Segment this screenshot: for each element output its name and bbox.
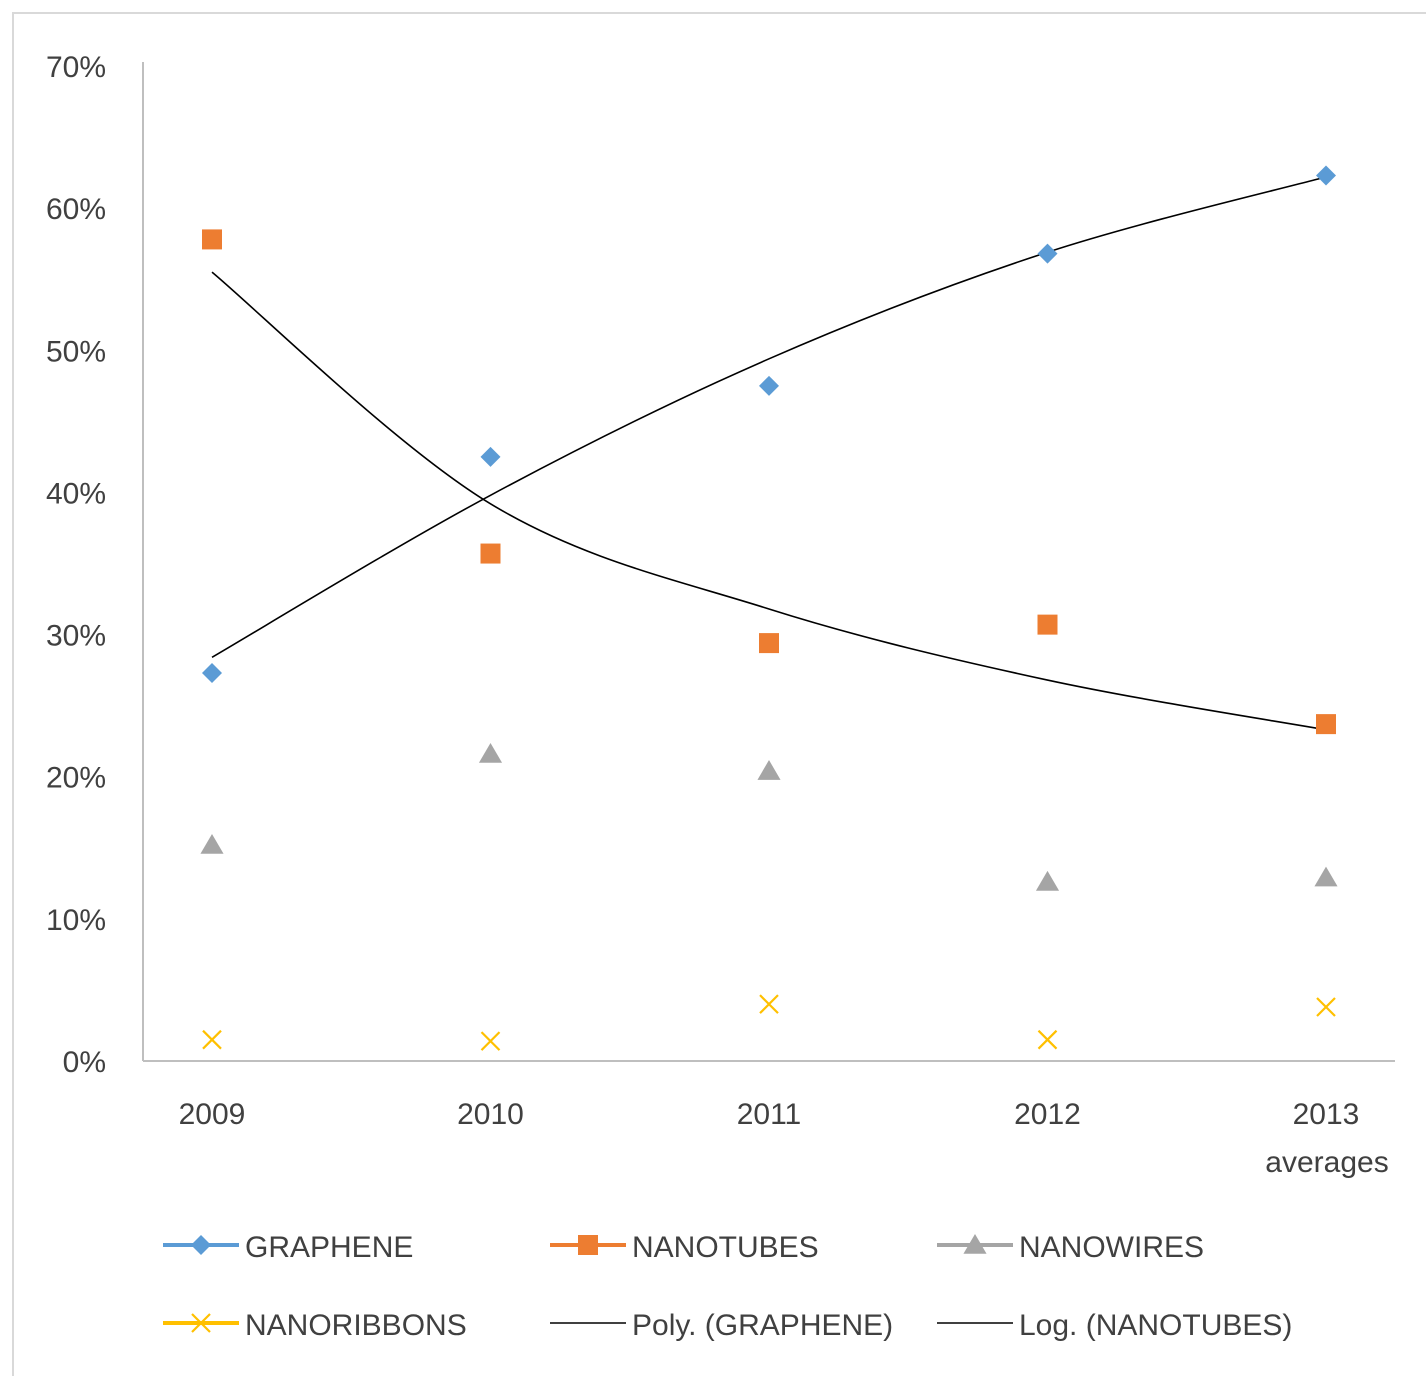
y-tick-label: 20% — [46, 762, 106, 795]
y-tick-label: 70% — [46, 51, 106, 84]
chart-frame — [12, 12, 1426, 1376]
nanoribbons-point — [202, 1029, 222, 1050]
nanoribbons-point — [1316, 997, 1336, 1017]
nanoribbons-point — [759, 994, 779, 1014]
x-tick-labels: 2009 2010 2011 2012 2013 averages — [179, 1098, 1389, 1179]
data-markers — [200, 165, 1338, 1051]
nanotubes-point — [1037, 614, 1058, 635]
nanoribbons-point — [1037, 1029, 1058, 1050]
legend-label: GRAPHENE — [245, 1231, 413, 1264]
graphene-point — [1316, 165, 1336, 186]
trendlines — [211, 176, 1327, 731]
nanowires-point — [1035, 870, 1060, 891]
legend-item-nanowires: NANOWIRES — [937, 1231, 1204, 1264]
x-tick-label: 2009 — [179, 1098, 246, 1131]
graphene-point — [480, 446, 501, 467]
nanowires-point — [1314, 866, 1338, 887]
nanowires-point — [757, 760, 781, 780]
nanowires-point — [478, 742, 503, 763]
nanowires-point — [200, 833, 224, 854]
legend-item-nanotubes: NANOTUBES — [550, 1231, 819, 1264]
legend-item-log-nanotubes: Log. (NANOTUBES) — [937, 1309, 1292, 1342]
nanotubes-point — [1316, 714, 1336, 735]
y-tick-label: 40% — [46, 477, 106, 510]
y-tick-label: 10% — [46, 904, 106, 937]
nanotubes-point — [480, 543, 501, 564]
y-tick-label: 60% — [46, 193, 106, 226]
legend-item-graphene: GRAPHENE — [163, 1231, 413, 1264]
y-tick-label: 50% — [46, 335, 106, 368]
legend-item-nanoribbons: NANORIBBONS — [163, 1309, 467, 1342]
legend-marker — [963, 1234, 987, 1254]
log-nanotubes-trendline — [211, 271, 1327, 731]
legend-label: NANOWIRES — [1019, 1231, 1204, 1264]
legend-marker — [578, 1235, 598, 1255]
legend: GRAPHENE NANOTUBES NANOWIRES NANORIBBONS Pol… — [163, 1231, 1292, 1342]
nanoribbons-point — [480, 1031, 501, 1051]
axes — [142, 62, 1395, 1062]
nanotubes-point — [759, 633, 779, 654]
graphene-point — [1037, 243, 1058, 264]
graphene-point — [759, 375, 779, 396]
y-tick-label: 30% — [46, 620, 106, 653]
y-tick-label: 0% — [63, 1046, 106, 1079]
x-tick-label: 2012 — [1014, 1098, 1081, 1131]
y-tick-labels: 0% 10% 20% 30% 40% 50% 60% 70% — [46, 51, 106, 1079]
legend-label: NANOTUBES — [632, 1231, 819, 1264]
legend-label: Log. (NANOTUBES) — [1019, 1309, 1292, 1342]
legend-label: NANORIBBONS — [245, 1309, 467, 1342]
graphene-point — [202, 662, 222, 683]
legend-marker — [191, 1235, 211, 1255]
x-tick-label: 2013 averages — [1265, 1098, 1388, 1179]
legend-marker — [191, 1313, 211, 1333]
x-tick-label: 2010 — [457, 1098, 524, 1131]
x-tick-label: 2011 — [737, 1098, 802, 1131]
legend-label: Poly. (GRAPHENE) — [632, 1309, 893, 1342]
nanotubes-point — [202, 229, 222, 250]
legend-item-poly-graphene: Poly. (GRAPHENE) — [550, 1309, 893, 1342]
poly-graphene-trendline — [211, 176, 1327, 659]
